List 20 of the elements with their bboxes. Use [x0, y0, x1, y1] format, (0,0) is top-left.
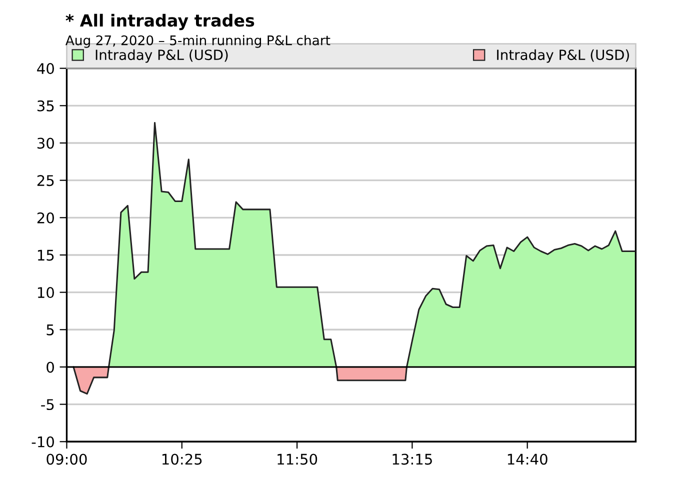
x-tick-label: 14:40 — [508, 454, 548, 465]
x-tick-label: 10:25 — [162, 454, 202, 465]
x-tick-label: 13:15 — [392, 454, 432, 465]
y-tick-label: 25 — [37, 175, 54, 186]
x-tick-label: 11:50 — [278, 454, 318, 465]
chart-subtitle: Aug 27, 2020 – 5-min running P&L chart — [65, 35, 330, 48]
y-tick-label: 35 — [37, 100, 54, 112]
y-tick-label: 10 — [38, 287, 54, 298]
y-tick-label: 15 — [38, 250, 54, 261]
y-tick-label: 5 — [46, 324, 54, 336]
y-tick-label: -5 — [41, 399, 54, 410]
y-tick-label: -10 — [32, 436, 54, 448]
chart-title: * All intraday trades — [66, 14, 254, 30]
x-tick-label: 09:00 — [46, 454, 87, 465]
y-tick-label: 30 — [37, 138, 54, 149]
legend-label: Intraday P&L (USD) — [497, 49, 629, 63]
y-tick-label: 0 — [46, 362, 54, 373]
y-tick-label: 20 — [37, 212, 54, 224]
y-tick-label: 40 — [37, 63, 54, 74]
legend-label: Intraday P&L (USD) — [96, 49, 228, 63]
